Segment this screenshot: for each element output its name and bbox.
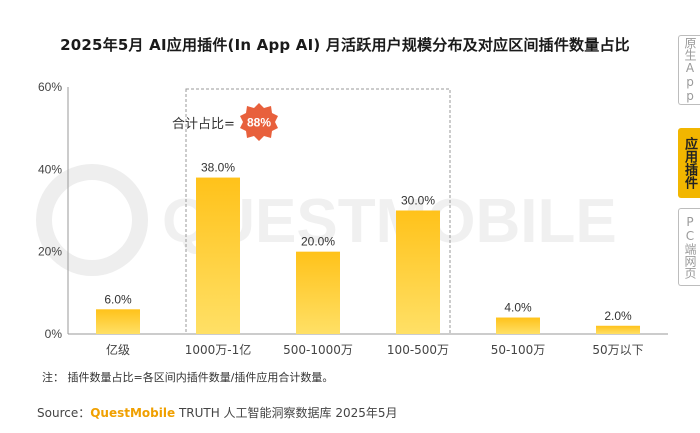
x-category-label: 1000万-1亿 <box>185 342 252 357</box>
total-share-badge: 88% <box>239 103 278 141</box>
x-category-label: 亿级 <box>106 342 130 357</box>
y-tick-label: 40% <box>38 162 62 176</box>
footnote: 注： 插件数量占比=各区间内插件数量/插件应用合计数量。 <box>42 371 334 384</box>
bar-value-label: 4.0% <box>504 301 532 315</box>
x-category-label: 500-1000万 <box>283 343 353 357</box>
tab-app-plugin[interactable]: 应用插件 <box>678 128 700 198</box>
bar-value-label: 30.0% <box>401 194 435 208</box>
bar <box>96 309 140 334</box>
x-category-label: 100-500万 <box>387 343 449 357</box>
bar-value-label: 20.0% <box>301 235 335 249</box>
bar-value-label: 2.0% <box>604 309 632 323</box>
bar-value-label: 38.0% <box>201 161 235 175</box>
source-prefix: Source： <box>37 406 91 420</box>
bar <box>196 177 240 334</box>
bar <box>296 251 340 334</box>
bar <box>396 210 440 334</box>
bar <box>596 325 640 334</box>
tab-native-app[interactable]: 原生App <box>678 35 700 105</box>
chart-title: 2025年5月 AI应用插件(In App AI) 月活跃用户规模分布及对应区间… <box>60 36 630 54</box>
source-brand: QuestMobile <box>90 406 176 420</box>
source-line: Source：QuestMobile TRUTH 人工智能洞察数据库 2025年… <box>37 404 398 421</box>
source-rest: TRUTH 人工智能洞察数据库 2025年5月 <box>175 406 398 420</box>
total-share-label: 合计占比= <box>172 116 235 132</box>
x-category-label: 50-100万 <box>491 343 546 357</box>
y-tick-label: 60% <box>38 80 62 94</box>
y-tick-label: 20% <box>38 245 62 259</box>
bar <box>496 317 540 334</box>
total-share-value: 88% <box>247 116 271 130</box>
total-share-callout: 合计占比= 88% <box>172 102 279 142</box>
bar-value-label: 6.0% <box>104 292 132 306</box>
y-tick-label: 0% <box>45 327 63 341</box>
x-category-label: 50万以下 <box>592 343 643 357</box>
tab-pc-web[interactable]: PC端网页 <box>678 208 700 286</box>
